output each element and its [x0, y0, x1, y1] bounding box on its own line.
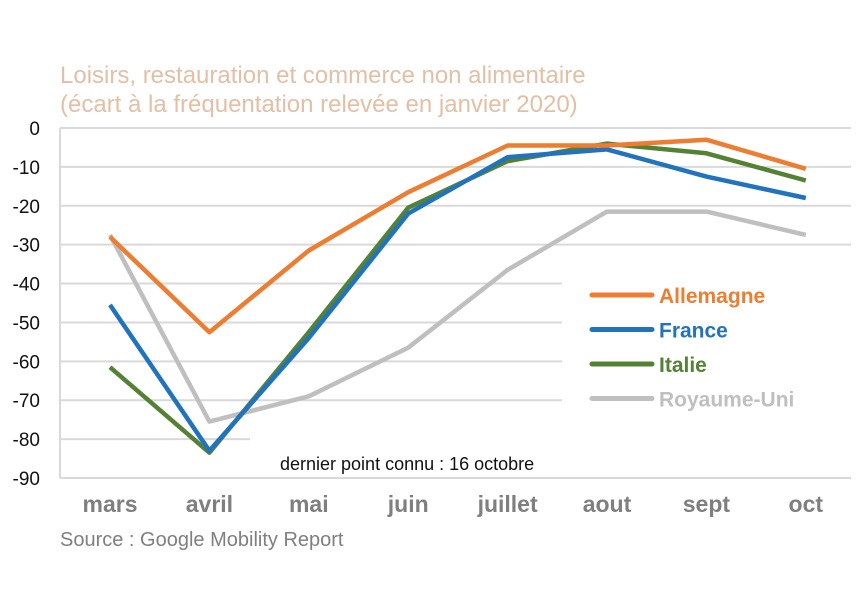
x-tick-label: juillet [477, 491, 538, 517]
y-tick-label: -30 [13, 236, 40, 257]
series-line-france [108, 147, 807, 454]
y-tick-label: -60 [13, 352, 40, 373]
x-tick-label: oct [789, 491, 824, 517]
annotation-last-point: dernier point connu : 16 octobre [280, 454, 534, 474]
gridlines [59, 127, 851, 479]
x-tick-label: sept [683, 491, 731, 517]
chart-subtitle: (écart à la fréquentation relevée en jan… [60, 91, 578, 118]
y-tick-label: -50 [13, 313, 40, 334]
source-note: Source : Google Mobility Report [60, 529, 344, 551]
x-tick-label: aout [583, 491, 632, 517]
legend-label: Allemagne [659, 285, 765, 308]
x-tick-label: avril [186, 491, 233, 517]
legend-label: Italie [659, 354, 707, 377]
series-line-allemagne [108, 137, 807, 335]
y-tick-label: -90 [13, 469, 40, 490]
legend-label: Royaume-Uni [659, 389, 794, 412]
legend-label: France [659, 320, 728, 343]
series-lines [108, 137, 807, 455]
x-tick-label: mars [83, 491, 138, 517]
y-axis: 0 -10 -20 -30 -40 -50 -60 -70 -80 -90 [13, 119, 40, 490]
y-tick-label: -40 [13, 275, 40, 296]
y-tick-label: 0 [29, 119, 40, 140]
series-line-royaume-uni [108, 209, 807, 424]
y-tick-label: -80 [13, 430, 40, 451]
legend: Allemagne France Italie Royaume-Uni [589, 285, 794, 412]
x-axis: mars avril mai juin juillet aout sept oct [83, 491, 824, 517]
y-tick-label: -20 [13, 197, 40, 218]
x-tick-label: juin [387, 491, 429, 517]
y-tick-label: -10 [13, 158, 40, 179]
y-tick-label: -70 [13, 391, 40, 412]
chart-title: Loisirs, restauration et commerce non al… [60, 62, 586, 89]
x-tick-label: mai [289, 491, 329, 517]
